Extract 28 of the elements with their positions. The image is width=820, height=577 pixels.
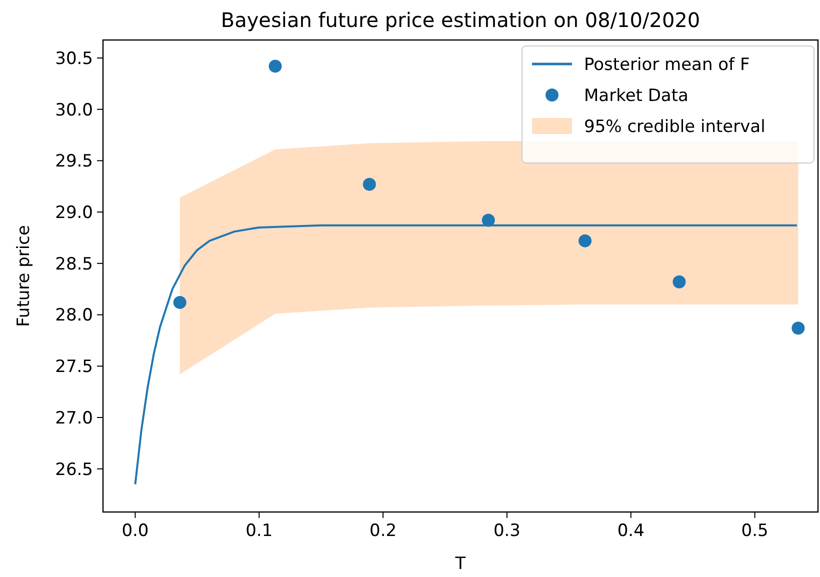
- y-tick-label: 27.5: [55, 357, 93, 378]
- y-axis-title: Future price: [14, 225, 34, 327]
- y-tick-label: 28.0: [55, 306, 93, 326]
- point: [268, 60, 282, 73]
- x-tick-label: 0.1: [246, 521, 273, 541]
- x-tick-label: 0.2: [370, 521, 397, 541]
- y-tick-label: 29.0: [55, 203, 93, 224]
- point: [578, 234, 592, 248]
- legend-label: Market Data: [584, 86, 688, 106]
- point: [362, 178, 376, 191]
- x-axis-title: T: [454, 554, 466, 574]
- x-tick-label: 0.0: [122, 521, 149, 541]
- y-tick-label: 28.5: [55, 254, 93, 274]
- legend-label: 95% credible interval: [584, 116, 766, 137]
- chart-title: Bayesian future price estimation on 08/10/2020: [220, 8, 700, 32]
- x-tick-label: 0.3: [493, 521, 520, 541]
- point: [482, 214, 495, 227]
- point: [792, 322, 805, 335]
- x-tick-label: 0.4: [617, 521, 644, 541]
- y-tick-label: 27.0: [55, 408, 93, 428]
- point: [173, 296, 186, 309]
- legend-label: Posterior mean of F: [584, 54, 750, 75]
- y-tick-label: 30.5: [55, 48, 93, 69]
- point: [672, 275, 686, 288]
- x-tick-label: 0.5: [741, 521, 768, 541]
- y-tick-label: 29.5: [55, 152, 93, 172]
- y-tick-label: 30.0: [55, 100, 93, 120]
- y-tick-label: 26.5: [55, 460, 93, 480]
